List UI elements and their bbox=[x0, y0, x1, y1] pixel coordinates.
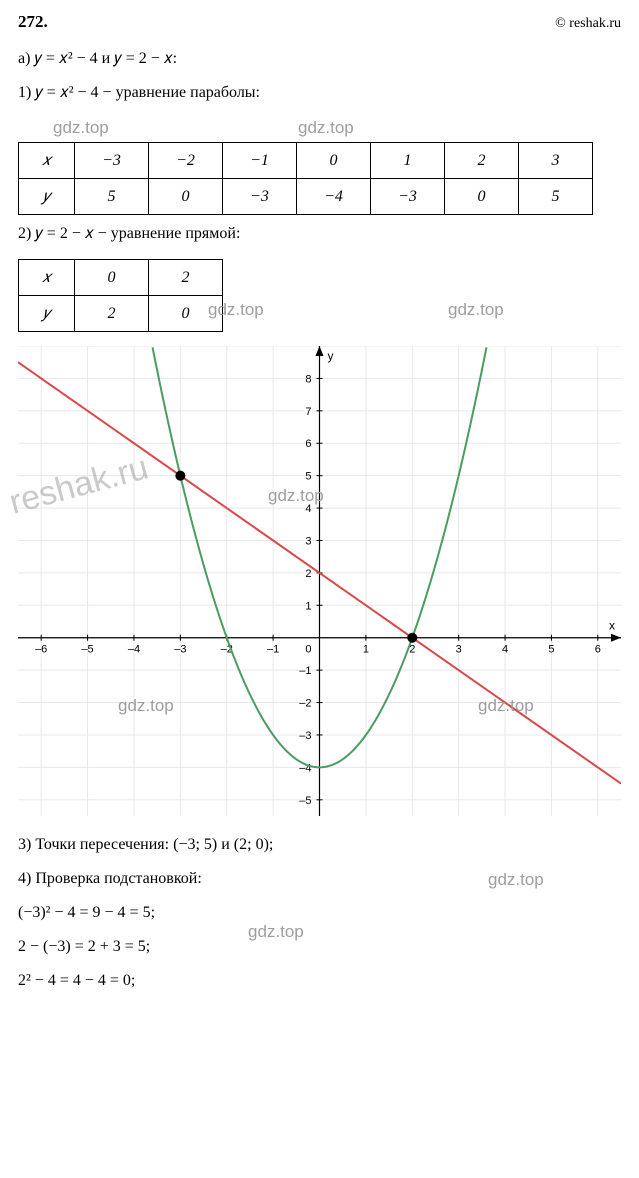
svg-text:6: 6 bbox=[595, 644, 601, 656]
cell: 1 bbox=[371, 143, 445, 179]
watermark: gdz.top bbox=[53, 118, 109, 138]
cell: −3 bbox=[75, 143, 149, 179]
step-4: 4) Проверка подстановкой: gdz.top bbox=[18, 870, 621, 888]
svg-text:–5: –5 bbox=[299, 795, 311, 807]
cell: 𝑥 bbox=[19, 260, 75, 296]
table-row: 𝑥 −3 −2 −1 0 1 2 3 bbox=[19, 143, 593, 179]
cell: 2 bbox=[75, 296, 149, 332]
chart: –6–5–4–3–2–1123456–5–4–3–2–1123456780xy … bbox=[18, 346, 621, 816]
table-row: 𝑥 0 2 bbox=[19, 260, 223, 296]
cell: 5 bbox=[75, 179, 149, 215]
cell: 5 bbox=[519, 179, 593, 215]
table-parabola: 𝑥 −3 −2 −1 0 1 2 3 𝑦 5 0 −3 −4 −3 0 5 bbox=[18, 142, 593, 215]
calc-3: 2² − 4 = 4 − 4 = 0; bbox=[18, 972, 621, 990]
svg-text:3: 3 bbox=[456, 644, 462, 656]
svg-text:8: 8 bbox=[305, 373, 311, 385]
watermark-row-1: gdz.top gdz.top bbox=[18, 118, 621, 138]
watermark: gdz.top bbox=[488, 870, 544, 890]
part-a: а) 𝑦 = 𝑥² − 4 и 𝑦 = 2 − 𝑥: bbox=[18, 50, 621, 68]
watermark: gdz.top bbox=[448, 300, 504, 320]
problem-number: 272. bbox=[18, 12, 48, 32]
svg-text:–1: –1 bbox=[267, 644, 279, 656]
header: 272. © reshak.ru bbox=[18, 12, 621, 32]
svg-text:2: 2 bbox=[305, 568, 311, 580]
cell: 𝑥 bbox=[19, 143, 75, 179]
svg-text:7: 7 bbox=[305, 406, 311, 418]
cell: −2 bbox=[149, 143, 223, 179]
cell: 3 bbox=[519, 143, 593, 179]
svg-text:y: y bbox=[328, 349, 334, 363]
svg-text:1: 1 bbox=[363, 644, 369, 656]
calc-1: (−3)² − 4 = 9 − 4 = 5; gdz.top bbox=[18, 904, 621, 922]
calc-2: 2 − (−3) = 2 + 3 = 5; bbox=[18, 938, 621, 956]
cell: −4 bbox=[297, 179, 371, 215]
cell: 0 bbox=[445, 179, 519, 215]
svg-text:0: 0 bbox=[305, 644, 311, 656]
cell: 2 bbox=[445, 143, 519, 179]
step-2: 2) 𝑦 = 2 − 𝑥 − уравнение прямой: bbox=[18, 225, 621, 243]
svg-text:–4: –4 bbox=[128, 644, 140, 656]
cell: −1 bbox=[223, 143, 297, 179]
watermark: gdz.top bbox=[298, 118, 354, 138]
table-line: 𝑥 0 2 𝑦 2 0 bbox=[18, 259, 223, 332]
credit: © reshak.ru bbox=[555, 16, 621, 32]
cell: 0 bbox=[297, 143, 371, 179]
svg-text:–3: –3 bbox=[299, 730, 311, 742]
cell: 𝑦 bbox=[19, 296, 75, 332]
svg-text:5: 5 bbox=[305, 471, 311, 483]
table-row: 𝑦 5 0 −3 −4 −3 0 5 bbox=[19, 179, 593, 215]
step-1: 1) 𝑦 = 𝑥² − 4 − уравнение параболы: bbox=[18, 84, 621, 102]
svg-text:–2: –2 bbox=[299, 698, 311, 710]
cell: −3 bbox=[371, 179, 445, 215]
svg-text:x: x bbox=[609, 619, 615, 633]
step-3: 3) Точки пересечения: (−3; 5) и (2; 0); bbox=[18, 836, 621, 854]
svg-text:4: 4 bbox=[502, 644, 508, 656]
cell: 2 bbox=[149, 260, 223, 296]
svg-text:1: 1 bbox=[305, 600, 311, 612]
cell: −3 bbox=[223, 179, 297, 215]
cell: 0 bbox=[75, 260, 149, 296]
svg-text:6: 6 bbox=[305, 438, 311, 450]
cell: 0 bbox=[149, 296, 223, 332]
svg-text:–5: –5 bbox=[81, 644, 93, 656]
cell: 𝑦 bbox=[19, 179, 75, 215]
svg-text:3: 3 bbox=[305, 535, 311, 547]
svg-text:4: 4 bbox=[305, 503, 311, 515]
chart-svg: –6–5–4–3–2–1123456–5–4–3–2–1123456780xy bbox=[18, 346, 621, 816]
table-row: 𝑦 2 0 bbox=[19, 296, 223, 332]
svg-text:–6: –6 bbox=[35, 644, 47, 656]
svg-text:5: 5 bbox=[548, 644, 554, 656]
cell: 0 bbox=[149, 179, 223, 215]
svg-text:–3: –3 bbox=[174, 644, 186, 656]
svg-text:–1: –1 bbox=[299, 665, 311, 677]
